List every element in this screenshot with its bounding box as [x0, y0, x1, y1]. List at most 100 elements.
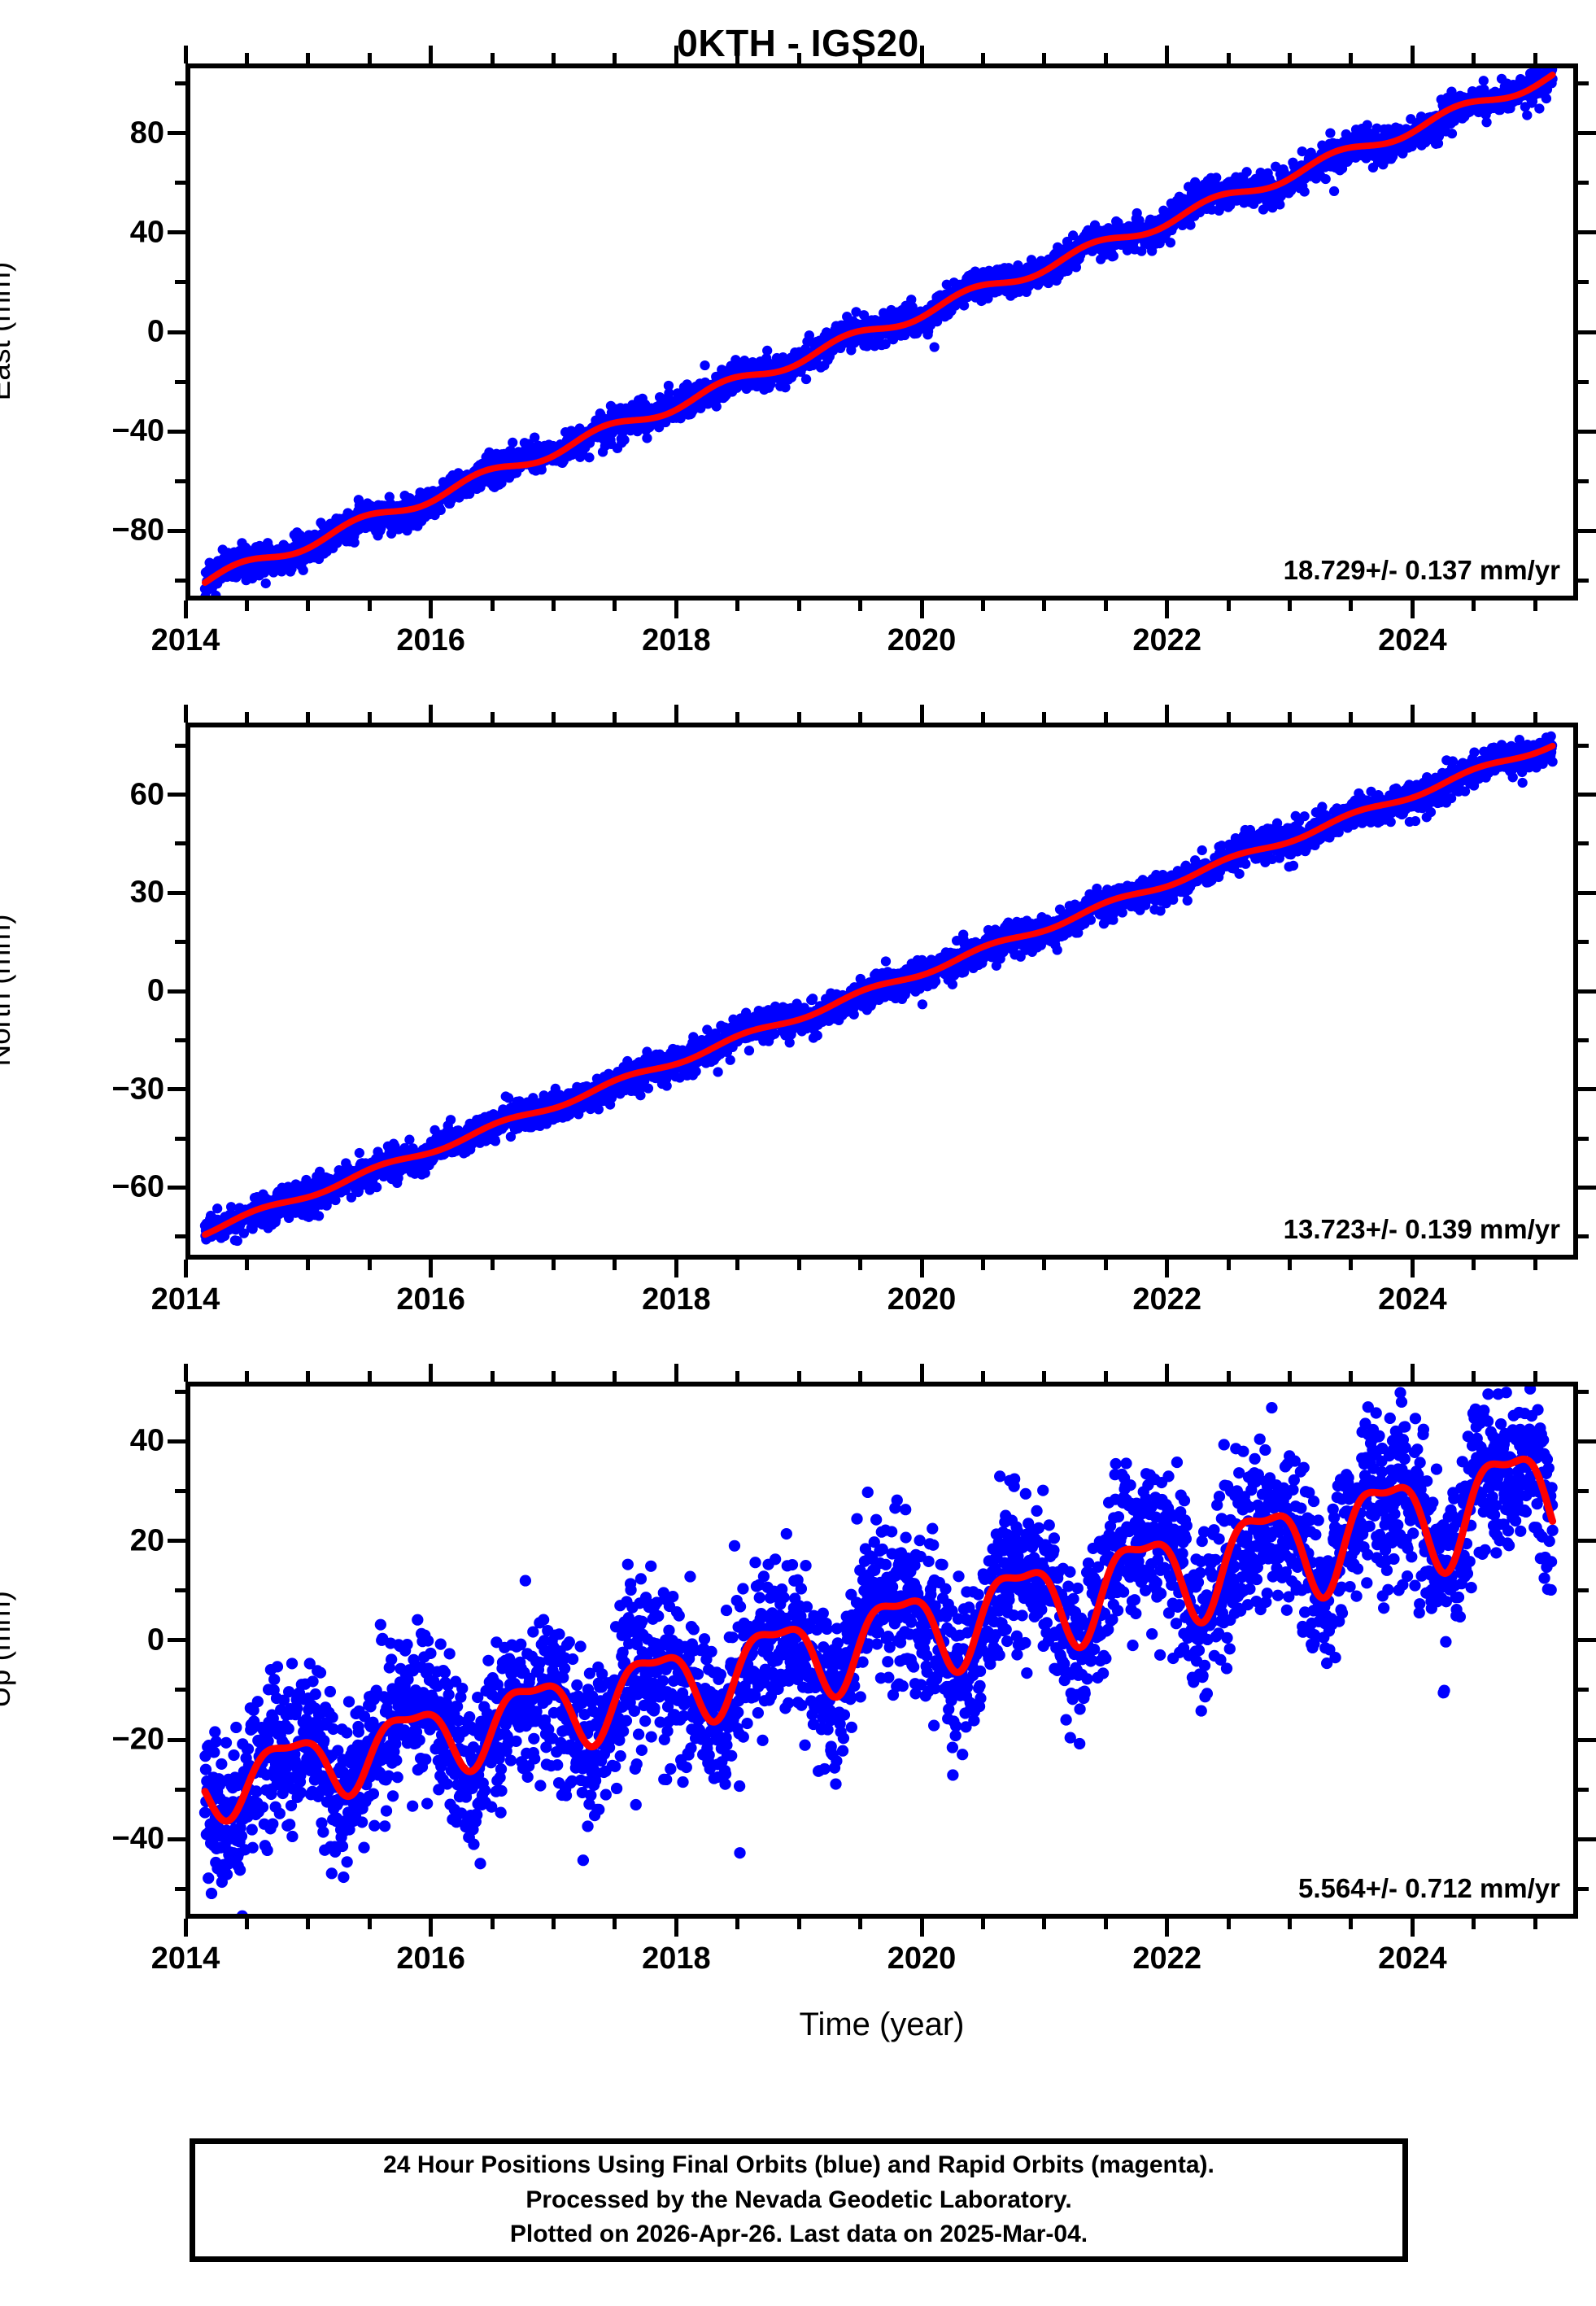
x-tick-label: 2016	[396, 1282, 465, 1317]
x-tick-label: 2020	[887, 1282, 957, 1317]
y-tick	[1578, 1185, 1596, 1190]
x-tick	[674, 601, 678, 618]
x-tick	[1533, 53, 1537, 63]
x-tick	[183, 46, 188, 63]
plot-frame-up	[185, 1382, 1578, 1919]
x-tick	[1349, 712, 1354, 723]
x-tick	[1042, 1371, 1047, 1382]
x-tick-label: 2018	[642, 1282, 711, 1317]
x-tick	[735, 712, 740, 723]
x-tick	[796, 1371, 801, 1382]
x-tick-label: 2024	[1378, 1941, 1447, 1976]
y-tick-label: 0	[146, 1622, 164, 1657]
y-tick	[1578, 1737, 1596, 1742]
x-tick	[367, 712, 372, 723]
x-tick	[367, 1919, 372, 1929]
y-tick	[168, 330, 185, 334]
x-tick	[306, 1371, 311, 1382]
x-tick	[1165, 1919, 1170, 1937]
rate-annotation-east: 18.729+/- 0.137 mm/yr	[1283, 555, 1560, 585]
rate-annotation-up: 5.564+/- 0.712 mm/yr	[1298, 1873, 1560, 1903]
y-tick	[168, 1185, 185, 1190]
y-tick-label: 20	[129, 1523, 164, 1558]
y-tick	[1578, 330, 1596, 334]
x-tick	[552, 712, 556, 723]
x-tick	[735, 1371, 740, 1382]
x-tick	[1103, 601, 1108, 611]
x-tick	[1288, 712, 1293, 723]
x-tick	[613, 1371, 617, 1382]
x-tick	[796, 712, 801, 723]
y-tick	[175, 1886, 185, 1891]
x-tick-label: 2022	[1132, 623, 1201, 657]
x-tick	[1410, 1364, 1415, 1382]
y-tick	[1578, 1439, 1596, 1443]
x-tick	[1042, 601, 1047, 611]
y-tick	[1578, 81, 1589, 85]
x-tick	[306, 601, 311, 611]
x-tick	[796, 601, 801, 611]
y-tick-label: 60	[129, 777, 164, 812]
x-tick	[735, 1260, 740, 1270]
x-tick	[429, 46, 434, 63]
y-tick	[168, 429, 185, 434]
x-tick-label: 2024	[1378, 623, 1447, 657]
data-points-up	[198, 1387, 1559, 1914]
y-tick	[168, 890, 185, 895]
y-tick	[1578, 379, 1589, 384]
x-tick	[1226, 601, 1231, 611]
x-tick	[919, 1364, 924, 1382]
x-tick	[367, 1371, 372, 1382]
x-tick	[552, 1919, 556, 1929]
y-tick	[1578, 1234, 1589, 1239]
x-tick-label: 2022	[1132, 1941, 1201, 1976]
x-tick	[306, 53, 311, 63]
y-tick	[1578, 989, 1596, 994]
x-tick	[429, 1364, 434, 1382]
y-tick	[175, 1389, 185, 1394]
x-tick-label: 2020	[887, 1941, 957, 1976]
x-tick	[919, 705, 924, 723]
x-tick	[919, 46, 924, 63]
x-tick	[674, 46, 678, 63]
x-tick	[429, 1919, 434, 1937]
x-tick	[1472, 1919, 1476, 1929]
y-tick	[168, 1737, 185, 1742]
x-tick	[490, 1919, 495, 1929]
y-tick	[1578, 890, 1596, 895]
y-tick	[1578, 940, 1589, 945]
y-tick	[1578, 1837, 1596, 1841]
x-tick	[1103, 53, 1108, 63]
x-tick	[735, 53, 740, 63]
y-tick-label: 30	[129, 875, 164, 910]
x-tick	[1349, 1919, 1354, 1929]
x-tick	[1103, 1260, 1108, 1270]
x-tick	[980, 1371, 985, 1382]
x-tick-label: 2018	[642, 623, 711, 657]
x-tick	[613, 1260, 617, 1270]
x-tick	[1410, 1260, 1415, 1277]
y-tick-label: 80	[129, 116, 164, 151]
x-tick	[367, 1260, 372, 1270]
x-tick	[552, 1371, 556, 1382]
y-tick	[168, 1087, 185, 1092]
x-tick	[490, 712, 495, 723]
y-tick	[1578, 1488, 1589, 1493]
x-tick	[613, 53, 617, 63]
x-tick	[183, 1364, 188, 1382]
y-tick-label: −40	[111, 1821, 164, 1856]
x-tick	[1226, 1371, 1231, 1382]
x-tick	[858, 712, 863, 723]
x-tick	[552, 53, 556, 63]
x-tick-label: 2014	[150, 1941, 220, 1976]
x-tick	[919, 1260, 924, 1277]
x-tick	[1533, 601, 1537, 611]
x-tick	[1288, 53, 1293, 63]
x-tick	[244, 712, 249, 723]
rate-annotation-north: 13.723+/- 0.139 mm/yr	[1283, 1214, 1560, 1244]
y-tick	[1578, 1638, 1596, 1643]
x-tick	[1410, 46, 1415, 63]
footer-line-3: Plotted on 2026-Apr-26. Last data on 202…	[509, 2221, 1088, 2248]
x-tick	[1288, 1371, 1293, 1382]
y-tick	[1578, 429, 1596, 434]
